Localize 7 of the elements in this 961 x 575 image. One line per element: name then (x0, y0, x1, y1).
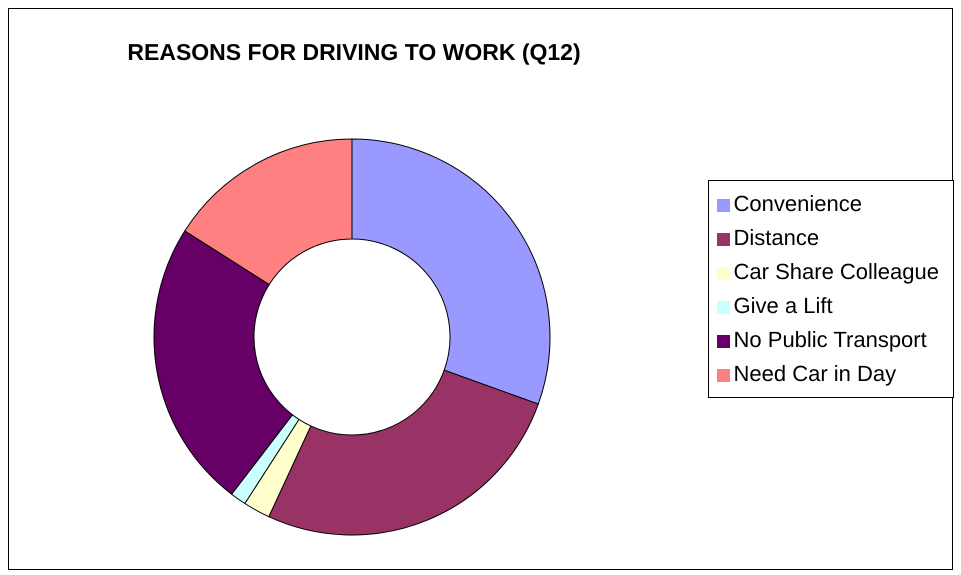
legend-label: Car Share Colleague (734, 259, 939, 284)
legend-label: No Public Transport (734, 327, 927, 352)
legend-label: Distance (734, 225, 820, 250)
legend-label: Need Car in Day (734, 361, 896, 386)
chart-title: REASONS FOR DRIVING TO WORK (Q12) (126, 39, 582, 66)
legend-label: Give a Lift (734, 293, 833, 318)
legend-label: Convenience (734, 191, 862, 216)
